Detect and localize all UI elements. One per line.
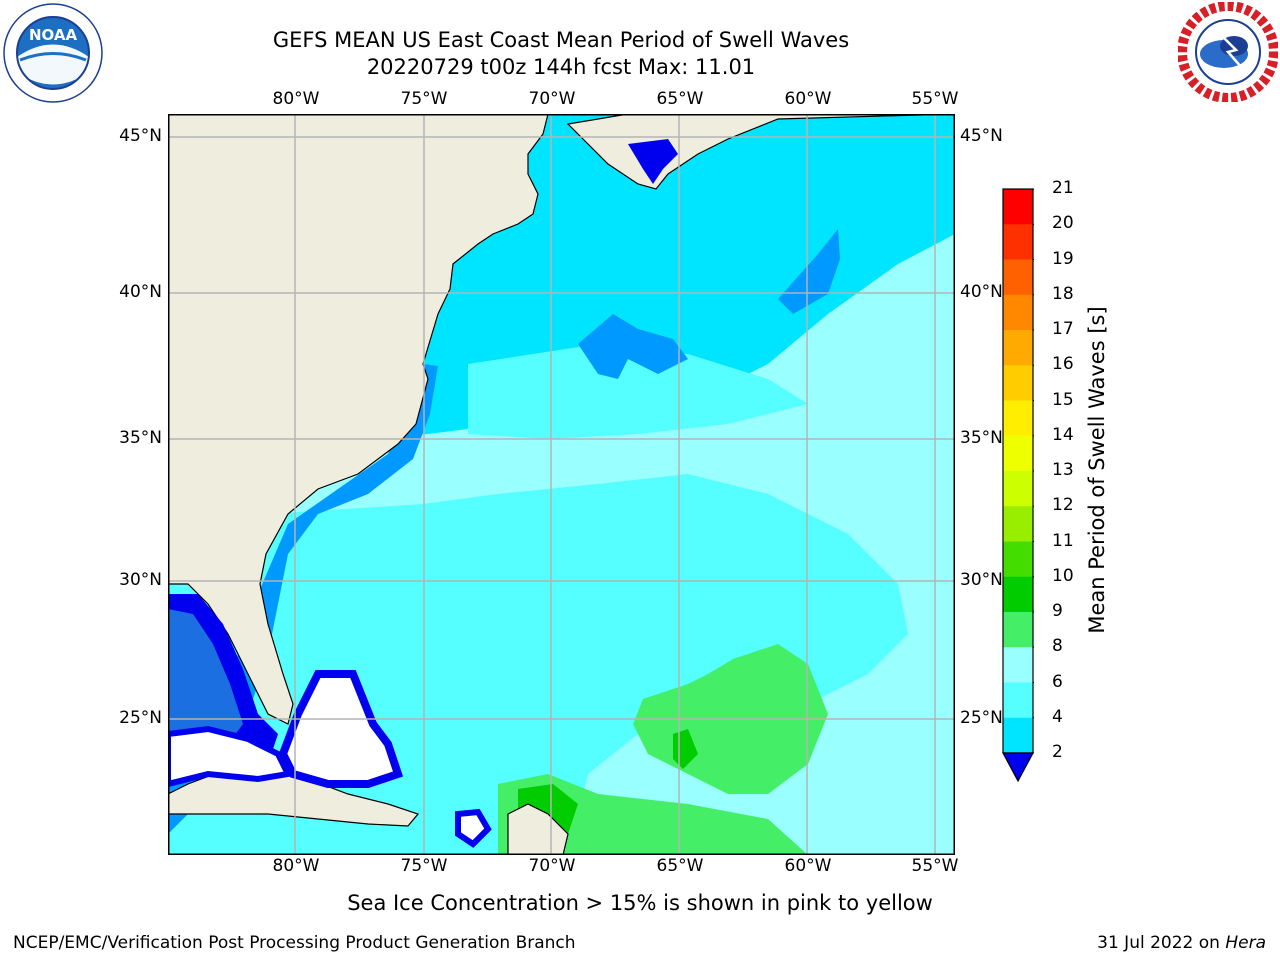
colorbar-segment [1003, 576, 1033, 613]
colorbar [1002, 188, 1034, 783]
lon-label-bottom: 80°W [272, 856, 320, 876]
colorbar-tick-label: 8 [1052, 636, 1063, 657]
map-frame [168, 114, 955, 855]
colorbar-segment [1003, 294, 1033, 331]
colorbar-segment [1003, 330, 1033, 366]
colorbar-tick-label: 17 [1052, 319, 1074, 339]
lon-label-top: 75°W [400, 89, 448, 109]
colorbar-segment [1003, 506, 1033, 542]
colorbar-tick-label: 14 [1052, 424, 1074, 445]
colorbar-tick-label: 2 [1052, 742, 1063, 762]
lat-label-right: 30°N [960, 570, 1003, 590]
colorbar-tick-label: 10 [1052, 565, 1074, 586]
colorbar-segment [1003, 612, 1033, 648]
colorbar-segment [1003, 541, 1033, 578]
lon-label-top: 60°W [784, 89, 832, 109]
colorbar-under-triangle [1002, 752, 1034, 783]
maritimes-land [566, 114, 955, 190]
colorbar-tick-label: 13 [1052, 460, 1074, 480]
lon-label-top: 55°W [911, 89, 959, 109]
colorbar-segment [1003, 717, 1033, 754]
caribbean-white [455, 808, 492, 848]
lon-label-bottom: 70°W [528, 856, 576, 876]
colorbar-tick-label: 9 [1052, 601, 1063, 621]
gulf-inner [168, 609, 243, 754]
hispaniola-land [507, 803, 569, 855]
nws-logo [1177, 1, 1279, 106]
footer-date: 31 Jul 2022 on Hera [1097, 933, 1266, 953]
colorbar-tick-label: 15 [1052, 389, 1074, 410]
swell-6-8s-offshore [468, 344, 808, 439]
colorbar-tick-label: 21 [1052, 178, 1074, 198]
lon-label-bottom: 75°W [400, 856, 448, 876]
sea-ice-note: Sea Ice Concentration > 15% is shown in … [347, 891, 933, 915]
lat-label-left: 45°N [119, 126, 162, 146]
noaa-logo: NOAA [2, 2, 104, 108]
svg-text:NOAA: NOAA [29, 26, 78, 44]
colorbar-tick-label: 18 [1052, 283, 1074, 304]
colorbar-segment [1003, 400, 1033, 437]
map-gridlines [168, 114, 955, 855]
lon-label-top: 80°W [272, 89, 320, 109]
colorbar-title: Mean Period of Swell Waves [s] [1085, 306, 1109, 634]
colorbar-tick-label: 6 [1052, 671, 1063, 692]
bahamas-bank-white [278, 670, 404, 788]
colorbar-tick-label: 19 [1052, 248, 1074, 269]
colorbar-segment [1003, 647, 1033, 683]
bahamas-bank-white-2 [168, 725, 293, 788]
colorbar-segment [1003, 682, 1033, 719]
footer-host: Hera [1225, 933, 1266, 953]
colorbar-tick-label: 16 [1052, 354, 1074, 375]
lon-label-top: 65°W [656, 89, 704, 109]
lat-label-left: 35°N [119, 428, 162, 448]
lat-label-left: 25°N [119, 708, 162, 728]
colorbar-segment [1003, 189, 1033, 225]
chart-title: GEFS MEAN US East Coast Mean Period of S… [272, 28, 850, 52]
colorbar-tick-label: 4 [1052, 706, 1063, 727]
chart-subtitle: 20220729 t00z 144h fcst Max: 11.01 [366, 55, 756, 79]
colorbar-segment [1003, 471, 1033, 507]
lat-label-right: 25°N [960, 708, 1003, 728]
lat-label-right: 35°N [960, 428, 1003, 448]
lat-label-left: 30°N [119, 570, 162, 590]
lat-label-left: 40°N [119, 282, 162, 302]
colorbar-segment [1003, 224, 1033, 260]
colorbar-segment [1003, 259, 1033, 296]
colorbar-segment [1003, 435, 1033, 472]
swell-2-4s-patch-center [578, 314, 688, 379]
bay-of-fundy [628, 139, 678, 184]
lon-label-bottom: 60°W [784, 856, 832, 876]
footer-credit: NCEP/EMC/Verification Post Processing Pr… [13, 933, 576, 953]
lat-label-right: 45°N [960, 126, 1003, 146]
colorbar-tick-label: 12 [1052, 495, 1074, 516]
swell-period-map [168, 114, 955, 855]
lat-label-right: 40°N [960, 282, 1003, 302]
colorbar-segment [1003, 365, 1033, 401]
swell-9-10s-patch-south [498, 774, 808, 855]
colorbar-tick-label: 11 [1052, 530, 1074, 551]
lon-label-top: 70°W [528, 89, 576, 109]
us-east-coast-land [168, 114, 549, 725]
lon-label-bottom: 55°W [911, 856, 959, 876]
colorbar-tick-label: 20 [1052, 213, 1074, 234]
lon-label-bottom: 65°W [656, 856, 704, 876]
